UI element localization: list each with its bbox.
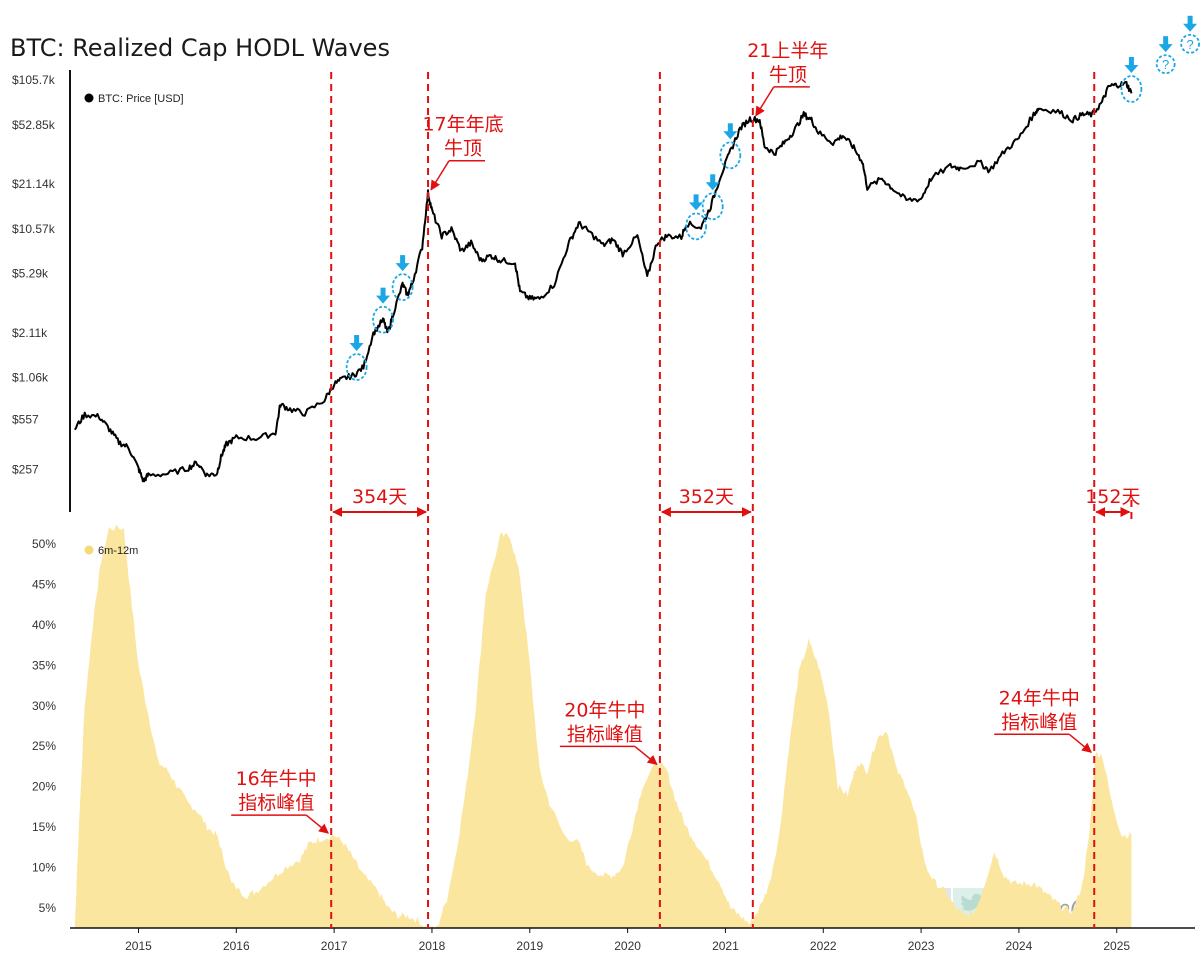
down-arrow-head bbox=[1158, 44, 1173, 53]
marker-circle bbox=[1120, 75, 1143, 103]
indicator-annotation-line2: 指标峰值 bbox=[567, 723, 643, 745]
area-y-tick-label: 25% bbox=[32, 739, 56, 753]
down-arrow-icon bbox=[380, 287, 386, 297]
question-marker-label: ? bbox=[1162, 57, 1169, 72]
interval-label: 352天 bbox=[679, 486, 734, 508]
price-y-tick-label: $10.57k bbox=[12, 222, 56, 236]
down-arrow-head bbox=[376, 295, 391, 304]
price-y-tick-label: $21.14k bbox=[12, 177, 56, 191]
x-tick-label: 2021 bbox=[712, 939, 739, 953]
area-y-tick-label: 35% bbox=[32, 658, 56, 672]
x-tick-label: 2025 bbox=[1103, 939, 1130, 953]
legend-swatch-6m-12m bbox=[84, 545, 94, 555]
down-arrow-icon bbox=[727, 123, 733, 133]
legend-swatch-price bbox=[84, 93, 94, 103]
price-y-tick-label: $257 bbox=[12, 462, 39, 476]
peak-annotation-line1: 17年年底 bbox=[422, 114, 503, 136]
down-arrow-icon bbox=[710, 174, 716, 184]
legend-label-6m-12m: 6m-12m bbox=[98, 545, 138, 557]
annotation-arrow bbox=[634, 745, 658, 766]
peak-annotation-line2: 牛顶 bbox=[769, 64, 807, 86]
down-arrow-icon bbox=[693, 194, 699, 204]
price-line-chart bbox=[74, 81, 1133, 483]
indicator-annotation-line2: 指标峰值 bbox=[238, 792, 314, 814]
peak-annotation-line1: 21上半年 bbox=[747, 40, 828, 62]
x-tick-label: 2015 bbox=[125, 939, 152, 953]
annotation-arrow bbox=[305, 814, 329, 834]
interval-label: 354天 bbox=[352, 486, 407, 508]
annotations: 354天 352天 152天17年年底牛顶21上半年牛顶16年牛中指标峰值20年牛中… bbox=[231, 15, 1200, 928]
marker-circle bbox=[345, 353, 368, 381]
down-arrow-head bbox=[1183, 23, 1198, 32]
marker-circle bbox=[372, 305, 394, 334]
indicator-annotation-line1: 24年牛中 bbox=[999, 687, 1080, 709]
interval-label: 152天 bbox=[1085, 486, 1140, 508]
down-arrow-head bbox=[705, 182, 720, 191]
price-y-tick-label: $5.29k bbox=[12, 267, 49, 281]
x-tick-label: 2016 bbox=[223, 939, 250, 953]
indicator-annotation-line1: 16年牛中 bbox=[236, 768, 317, 790]
marker-circle bbox=[701, 192, 724, 221]
down-arrow-icon bbox=[1128, 56, 1134, 66]
annotation-arrow bbox=[755, 86, 775, 117]
x-tick-label: 2024 bbox=[1006, 939, 1033, 953]
area-y-tick-label: 10% bbox=[32, 860, 56, 874]
area-y-tick-label: 45% bbox=[32, 578, 56, 592]
x-tick-label: 2019 bbox=[516, 939, 543, 953]
question-marker-circle bbox=[1155, 54, 1176, 75]
x-tick-label: 2023 bbox=[908, 939, 935, 953]
down-arrow-head bbox=[349, 343, 364, 352]
x-tick-label: 2022 bbox=[810, 939, 837, 953]
price-y-tick-label: $52.85k bbox=[12, 118, 56, 132]
area-y-tick-label: 5% bbox=[39, 901, 57, 915]
annotation-arrow bbox=[430, 160, 450, 191]
price-y-tick-label: $1.06k bbox=[12, 371, 49, 385]
chart-title: BTC: Realized Cap HODL Waves bbox=[10, 34, 390, 62]
down-arrow-icon bbox=[1163, 36, 1169, 46]
down-arrow-head bbox=[689, 202, 704, 211]
question-marker-circle bbox=[1180, 33, 1200, 54]
series-line-btc-price bbox=[74, 81, 1133, 483]
down-arrow-head bbox=[1124, 64, 1139, 73]
price-y-tick-label: $557 bbox=[12, 412, 39, 426]
down-arrow-head bbox=[395, 263, 410, 272]
area-y-tick-label: 20% bbox=[32, 780, 56, 794]
x-tick-label: 2018 bbox=[419, 939, 446, 953]
down-arrow-icon bbox=[1187, 15, 1193, 25]
question-marker-label: ? bbox=[1186, 37, 1193, 52]
x-tick-label: 2017 bbox=[321, 939, 348, 953]
price-y-tick-label: $105.7k bbox=[12, 73, 56, 87]
x-tick-label: 2020 bbox=[614, 939, 641, 953]
annotation-arrow bbox=[1068, 733, 1093, 753]
marker-circle bbox=[391, 273, 414, 302]
area-y-tick-label: 50% bbox=[32, 537, 56, 551]
series-area-6m-12m bbox=[74, 524, 1132, 928]
price-y-tick-label: $2.11k bbox=[12, 326, 48, 340]
down-arrow-icon bbox=[354, 335, 360, 345]
marker-circle bbox=[685, 212, 707, 241]
area-y-tick-label: 15% bbox=[32, 820, 56, 834]
indicator-annotation-line2: 指标峰值 bbox=[1001, 711, 1077, 733]
indicator-annotation-line1: 20年牛中 bbox=[564, 699, 645, 721]
hodl-area-chart bbox=[74, 524, 1132, 928]
down-arrow-icon bbox=[400, 255, 406, 265]
twitter-bird-shape bbox=[961, 893, 984, 911]
legend-label-price: BTC: Price [USD] bbox=[98, 93, 184, 105]
axes: $105.7k $52.85k $21.14k $10.57k $5.29k $2.11k… bbox=[12, 70, 1195, 953]
marker-circle bbox=[719, 141, 742, 170]
area-y-tick-label: 30% bbox=[32, 699, 56, 713]
peak-annotation-line2: 牛顶 bbox=[444, 138, 482, 160]
down-arrow-head bbox=[723, 131, 738, 140]
area-y-tick-label: 40% bbox=[32, 618, 56, 632]
